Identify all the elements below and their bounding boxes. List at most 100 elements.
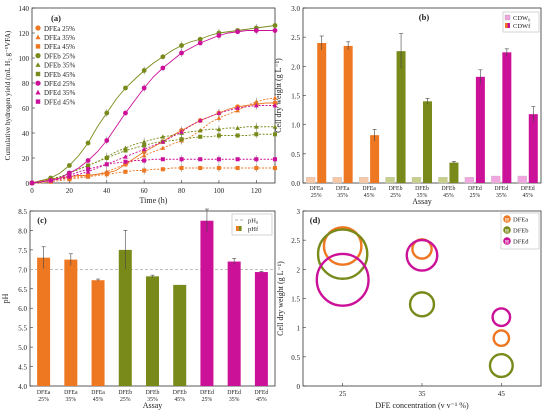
- panel-c-ytick-label: 6.0: [18, 305, 27, 313]
- panel-d-ytick-label: 1: [297, 325, 301, 333]
- panel-c-xtick-label: DFEd: [227, 390, 241, 396]
- panel-a-point: [272, 103, 278, 108]
- panel-a-point: [272, 165, 278, 171]
- panel-a-point: [197, 36, 203, 42]
- panel-a-series-line: [31, 30, 275, 184]
- panel-a-xtick-label: 120: [251, 187, 262, 195]
- panel-b-legend-swatch: [507, 23, 510, 28]
- panel-a-legend-label: DFEa 35%: [44, 34, 75, 42]
- panel-a-point: [123, 159, 128, 164]
- panel-a-xtick-label: 60: [141, 187, 149, 195]
- panel-a-point: [216, 126, 222, 132]
- panel-a-point: [160, 167, 165, 172]
- panel-d-bubble: [491, 307, 512, 328]
- panel-a-point: [160, 65, 166, 71]
- panel-a-point: [85, 158, 91, 163]
- panel-a-xlabel: Time (h): [140, 196, 168, 205]
- panel-b-ytick-label: 0.0: [291, 180, 300, 188]
- panel-c-xtick-label: DFEb: [146, 390, 160, 396]
- panel-a-legend-marker: [35, 62, 41, 67]
- panel-c-xtick-label: DFEd: [254, 390, 268, 396]
- panel-a-legend-marker: [35, 44, 41, 49]
- panel-a-point: [235, 125, 241, 130]
- panel-a-ytick-label: 0: [26, 180, 30, 188]
- panel-a-series-line: [31, 25, 276, 184]
- panel-d-xlabel: DFE concentration (v v⁻¹ %): [375, 401, 469, 410]
- panel-b-bar-cdw0: [464, 177, 475, 184]
- panel-a-point: [216, 157, 221, 162]
- panel-c-xtick-pct: 25%: [120, 397, 131, 403]
- panel-c-xtick-label: DFEa: [91, 390, 105, 396]
- panel-d-legend-badge: H: [505, 218, 509, 223]
- panel-c-legend-swatch: [236, 226, 239, 231]
- panel-a-ytick-label: 100: [19, 55, 30, 63]
- panel-a-point: [104, 162, 109, 167]
- panel-a-point: [235, 29, 241, 35]
- panel-d-legend-badge: H: [505, 229, 509, 234]
- panel-c-xtick-pct: 45%: [256, 397, 267, 403]
- panel-a-point: [254, 165, 259, 171]
- panel-a-point: [179, 50, 184, 56]
- panel-b-ytick-label: 1.5: [291, 93, 300, 101]
- panel-d-ytick-label: 0.5: [291, 354, 300, 362]
- panel-b-ylabel: Cell dry weight (g L⁻¹): [274, 58, 283, 133]
- panel-c-ytick-label: 8.5: [18, 208, 27, 216]
- panel-a-legend-label: DFEb 45%: [44, 71, 75, 79]
- panel-a-point: [253, 124, 259, 129]
- panel-b-legend-label: CDW₀: [513, 15, 530, 22]
- panel-a-point: [198, 165, 203, 171]
- panel-d-bubble: [322, 226, 363, 266]
- panel-a-point: [123, 110, 128, 116]
- panel-b-xtick-label: DFEd: [494, 186, 508, 192]
- panel-b-xtick-pct: 25%: [390, 193, 401, 199]
- panel-b-bar-cdwf: [475, 76, 485, 183]
- panel-a-ytick-label: 40: [22, 130, 30, 138]
- panel-c-ytick-label: 6.5: [18, 286, 27, 294]
- panel-d-ylabel: Cell dry weight (g L⁻¹): [276, 261, 285, 336]
- panel-c-xtick-pct: 35%: [147, 397, 158, 403]
- panel-d-bubble: [316, 228, 369, 280]
- panel-d-legend-badge: H: [505, 240, 509, 245]
- panel-a-point: [86, 167, 91, 172]
- panel-b-bar-cdw0: [517, 175, 527, 184]
- panel-a-point: [235, 105, 241, 110]
- panel-b-xtick-pct: 35%: [496, 193, 507, 199]
- panel-b-ytick-label: 0.5: [291, 151, 300, 159]
- panel-c-legend-swatch: [238, 226, 242, 231]
- panel-b-xtick-label: DFEa: [362, 186, 376, 192]
- panel-b-bar-cdwf: [343, 45, 353, 183]
- panel-b-legend-swatch: [505, 23, 508, 28]
- panel-d-legend-label: DFEb: [513, 228, 529, 235]
- panel-a-point: [86, 163, 91, 168]
- panel-b-xtick-pct: 35%: [337, 193, 348, 199]
- panel-b-bar-cdwf: [502, 52, 512, 184]
- panel-c-label: (c): [37, 215, 47, 225]
- panel-a-point: [48, 178, 53, 183]
- panel-c-ytick-label: 4.0: [18, 383, 27, 391]
- panel-a-legend-marker: [35, 25, 41, 31]
- panel-a-legend-marker: [35, 80, 41, 86]
- panel-a-point: [179, 43, 184, 48]
- panel-a-legend-label: DFEa 25%: [44, 25, 75, 33]
- panel-c-ytick-label: 8.0: [18, 227, 27, 235]
- panel-a-point: [160, 134, 166, 139]
- panel-d-bubble: [315, 252, 370, 307]
- panel-a-point: [123, 148, 128, 153]
- panel-c-xlabel: Assay: [143, 401, 163, 410]
- panel-a-point: [67, 173, 72, 178]
- panel-a-ytick-label: 140: [19, 5, 30, 13]
- panel-c-legend-box: [231, 213, 273, 236]
- panel-d-xtick-label: 25: [339, 390, 347, 398]
- panel-d-legend-label: DFEa: [513, 217, 528, 224]
- panel-a-ytick-label: 60: [22, 105, 30, 113]
- panel-b-ytick-label: 3.0: [291, 5, 300, 13]
- panel-a-label: (a): [51, 13, 61, 23]
- panel-a-point: [141, 85, 147, 91]
- panel-a-point: [235, 108, 241, 113]
- panel-d-ytick-label: 2: [297, 266, 301, 274]
- panel-c-bar: [173, 284, 187, 386]
- panel-b-ytick-label: 1.0: [291, 122, 300, 130]
- panel-b-bar-cdw0: [385, 177, 395, 184]
- panel-a-legend-marker: [35, 53, 41, 59]
